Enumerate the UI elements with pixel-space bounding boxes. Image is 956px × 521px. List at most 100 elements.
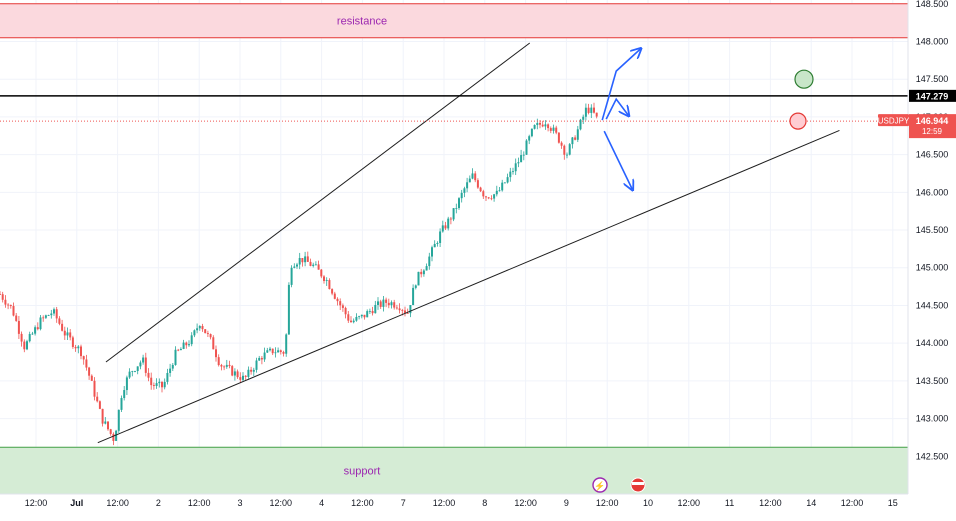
candle (525, 139, 528, 156)
candle (509, 167, 512, 182)
candle (404, 306, 406, 317)
candle-body (39, 317, 42, 330)
candle-body (53, 309, 55, 314)
candle-body (285, 334, 288, 354)
candle (301, 257, 304, 267)
candle-body (560, 142, 563, 146)
candle (260, 355, 263, 365)
resistance-zone (0, 3, 908, 38)
candle-body (368, 310, 371, 312)
candle-body (425, 266, 428, 271)
candle (215, 345, 217, 362)
candle-body (549, 128, 552, 131)
candle (568, 143, 571, 156)
candle (220, 363, 223, 371)
candle-body (233, 371, 236, 376)
time-tick-label: 12:00 (841, 498, 864, 508)
candle (166, 368, 169, 385)
candle-body (228, 364, 231, 367)
candle (325, 277, 328, 286)
candle-body (266, 350, 269, 353)
candle-body (325, 280, 328, 281)
candle (536, 118, 539, 130)
candle (255, 357, 258, 373)
candle (20, 331, 23, 347)
candle (293, 263, 296, 269)
candle-body (387, 302, 390, 306)
scenario-arrow-up[interactable] (605, 97, 628, 120)
candle-body (339, 301, 342, 306)
candle (417, 271, 420, 286)
candle (263, 347, 266, 362)
candle (371, 306, 374, 316)
candle-body (190, 335, 193, 345)
candle-body (71, 337, 74, 347)
candle-body (582, 116, 585, 120)
candle (155, 378, 158, 389)
candle-body (590, 107, 593, 113)
candle-body (466, 182, 469, 189)
candle (26, 339, 28, 351)
candle (501, 179, 504, 192)
candle (363, 314, 366, 320)
candle-body (115, 430, 118, 441)
candle-body (541, 124, 544, 127)
candle-body (333, 293, 336, 299)
candle-body (236, 371, 239, 378)
candle (490, 195, 493, 201)
candle (182, 339, 185, 350)
candle-body (9, 304, 12, 307)
candle-body (158, 381, 161, 384)
candle-body (231, 366, 234, 376)
candle-body (401, 310, 404, 311)
time-tick-label: 12:00 (25, 498, 48, 508)
time-tick-label: 12:00 (351, 498, 374, 508)
candle (452, 208, 455, 222)
upper-channel-trendline[interactable] (105, 42, 531, 363)
candle (560, 141, 563, 149)
candle-body (112, 433, 115, 441)
candle (55, 306, 58, 323)
stop-circle-icon[interactable] (789, 112, 807, 130)
price-tick-label: 148.500 (916, 0, 949, 9)
candle (50, 309, 53, 319)
candle (44, 314, 47, 319)
candle-body (152, 385, 155, 386)
candle-body (328, 280, 331, 290)
candle-body (20, 333, 23, 342)
candle-body (301, 258, 304, 263)
candle (355, 313, 358, 322)
time-tick-label: 12:00 (514, 498, 537, 508)
candle-body (217, 357, 220, 366)
candle (61, 319, 64, 332)
target-circle-icon[interactable] (794, 69, 814, 89)
candle-body (439, 231, 442, 243)
candle-body (485, 196, 487, 198)
candle (12, 302, 15, 317)
candle (309, 258, 312, 267)
scenario-arrow-up[interactable] (601, 49, 640, 121)
candle-body (552, 127, 555, 131)
scenario-arrow-down[interactable] (603, 130, 632, 189)
candle-body (433, 243, 436, 248)
candle (279, 349, 282, 355)
candle (225, 359, 228, 369)
candle-body (174, 349, 177, 365)
candle-body (274, 352, 277, 354)
candle-body (530, 128, 533, 137)
candle (188, 340, 190, 347)
candle-body (366, 311, 369, 318)
candle-body (436, 242, 439, 244)
candle-body (215, 349, 217, 358)
candle-body (50, 313, 53, 316)
candle-body (355, 316, 358, 321)
candle (584, 103, 587, 121)
time-tick-label: Jul (70, 498, 83, 508)
candle (120, 395, 123, 413)
candle (317, 260, 320, 270)
dividend-event-icon[interactable] (592, 477, 608, 493)
lower-support-trendline[interactable] (97, 130, 840, 444)
candle-body (320, 269, 323, 277)
